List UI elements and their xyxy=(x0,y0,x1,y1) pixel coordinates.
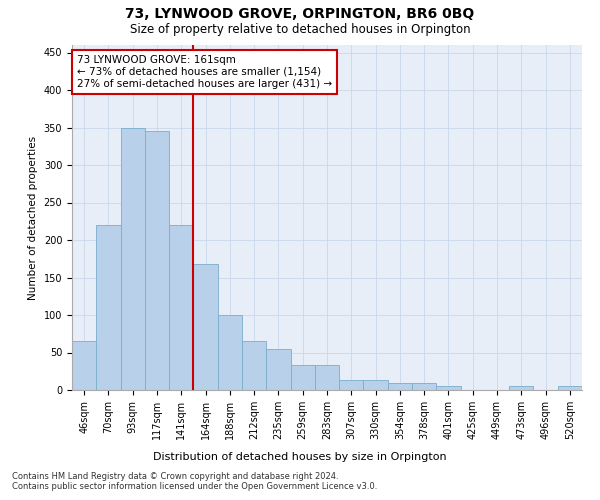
Bar xyxy=(558,386,582,390)
Text: Distribution of detached houses by size in Orpington: Distribution of detached houses by size … xyxy=(153,452,447,462)
Bar xyxy=(242,341,266,390)
Bar xyxy=(218,315,242,390)
Bar xyxy=(266,349,290,390)
Bar xyxy=(193,264,218,390)
Text: 73 LYNWOOD GROVE: 161sqm
← 73% of detached houses are smaller (1,154)
27% of sem: 73 LYNWOOD GROVE: 161sqm ← 73% of detach… xyxy=(77,56,332,88)
Bar xyxy=(388,382,412,390)
Bar xyxy=(364,380,388,390)
Bar xyxy=(72,341,96,390)
Bar xyxy=(412,382,436,390)
Bar xyxy=(290,365,315,390)
Bar xyxy=(169,225,193,390)
Text: Contains HM Land Registry data © Crown copyright and database right 2024.: Contains HM Land Registry data © Crown c… xyxy=(12,472,338,481)
Bar xyxy=(96,225,121,390)
Bar xyxy=(436,386,461,390)
Bar xyxy=(121,128,145,390)
Text: Size of property relative to detached houses in Orpington: Size of property relative to detached ho… xyxy=(130,22,470,36)
Bar xyxy=(339,380,364,390)
Text: 73, LYNWOOD GROVE, ORPINGTON, BR6 0BQ: 73, LYNWOOD GROVE, ORPINGTON, BR6 0BQ xyxy=(125,8,475,22)
Bar xyxy=(145,131,169,390)
Text: Contains public sector information licensed under the Open Government Licence v3: Contains public sector information licen… xyxy=(12,482,377,491)
Bar xyxy=(509,386,533,390)
Y-axis label: Number of detached properties: Number of detached properties xyxy=(28,136,38,300)
Bar xyxy=(315,365,339,390)
